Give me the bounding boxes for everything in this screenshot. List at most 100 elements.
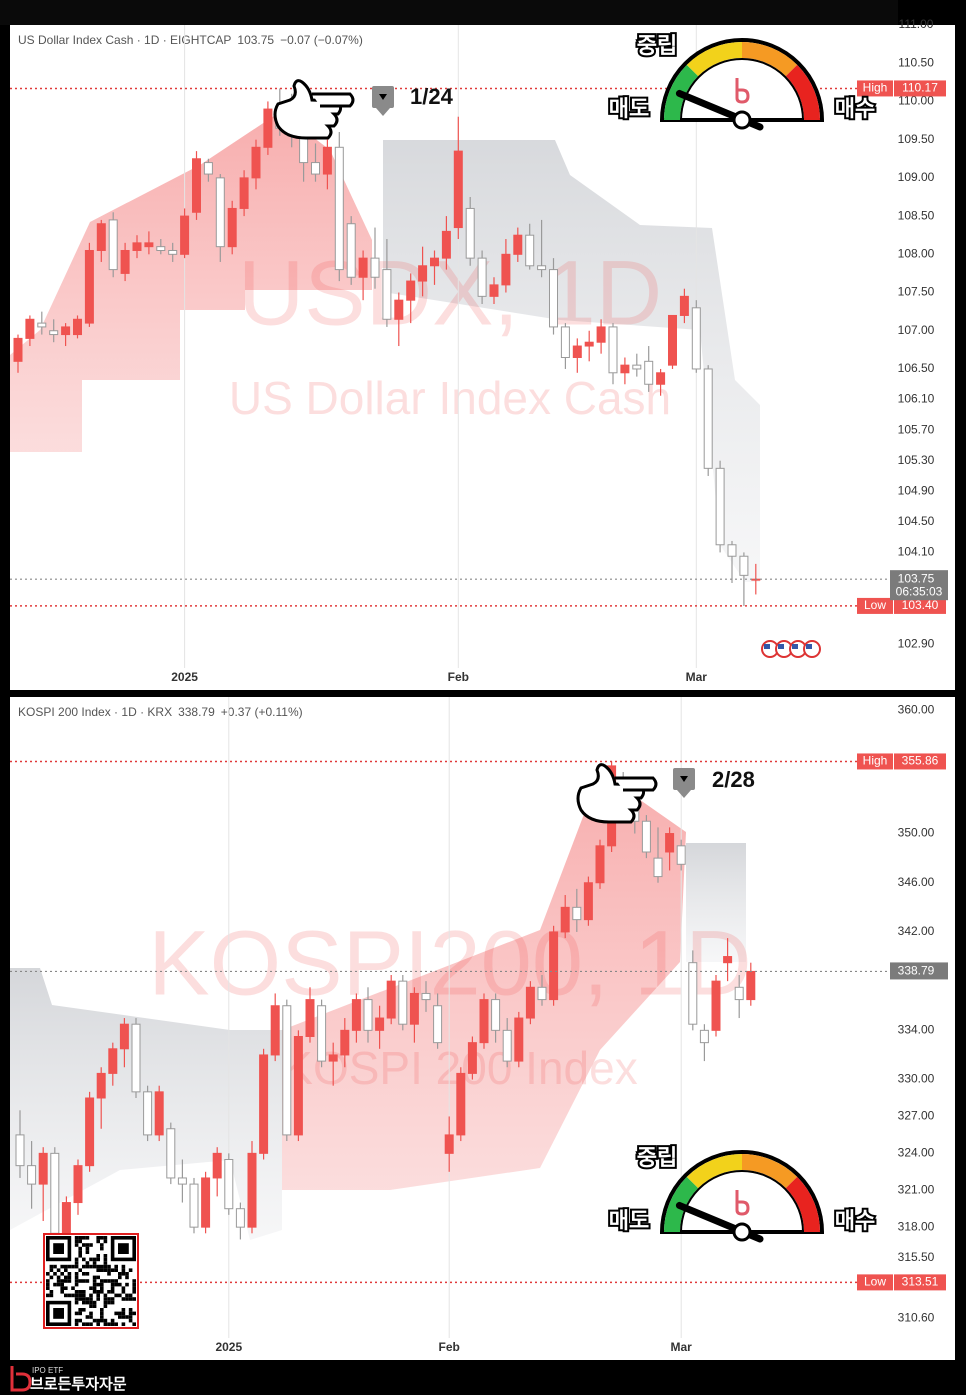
qr-module bbox=[100, 1311, 104, 1316]
qr-module bbox=[74, 1300, 79, 1305]
qr-module bbox=[103, 1293, 108, 1298]
candle-body bbox=[491, 999, 501, 1031]
qr-module bbox=[132, 1286, 136, 1290]
candle-body bbox=[572, 906, 582, 921]
qr-module bbox=[103, 1304, 108, 1308]
candle-body bbox=[398, 980, 408, 1025]
qr-module bbox=[85, 1279, 90, 1283]
qr-module bbox=[107, 1297, 111, 1301]
candle-body bbox=[144, 242, 154, 248]
watermark: US Dollar Index Cash bbox=[229, 372, 671, 424]
qr-module bbox=[67, 1264, 72, 1269]
candle-body bbox=[25, 318, 35, 339]
qr-module bbox=[74, 1279, 79, 1283]
qr-module bbox=[74, 1311, 79, 1316]
qr-module bbox=[89, 1304, 93, 1308]
candle-body bbox=[477, 257, 487, 297]
qr-module bbox=[78, 1250, 82, 1254]
qr-module bbox=[103, 1261, 108, 1265]
qr-module bbox=[100, 1286, 104, 1290]
chart-title: US Dollar Index Cash · 1D · EIGHTCAP bbox=[18, 33, 231, 47]
qr-module bbox=[132, 1282, 136, 1287]
qr-module bbox=[114, 1311, 118, 1316]
qr-module bbox=[60, 1279, 64, 1283]
qr-module bbox=[107, 1272, 111, 1276]
gauge-neutral-label: 중립 bbox=[637, 1145, 677, 1170]
gauge-buy-label: 매수 bbox=[835, 1208, 875, 1233]
qr-module bbox=[89, 1243, 93, 1247]
y-tick-label: 330.00 bbox=[898, 1072, 935, 1086]
qr-module bbox=[82, 1264, 86, 1269]
candle-body bbox=[653, 857, 663, 878]
candle-body bbox=[514, 1017, 524, 1062]
candle-body bbox=[382, 269, 392, 320]
level-name: High bbox=[863, 754, 888, 768]
qr-module bbox=[74, 1261, 79, 1265]
candle-body bbox=[632, 364, 642, 370]
qr-module bbox=[71, 1293, 75, 1298]
indicator-band bbox=[10, 112, 372, 452]
qr-module bbox=[100, 1268, 104, 1272]
qr-module bbox=[74, 1318, 79, 1323]
x-tick-label: 2025 bbox=[171, 670, 198, 684]
qr-module bbox=[64, 1279, 68, 1283]
y-tick-label: 111.00 bbox=[899, 17, 934, 31]
level-name-box bbox=[857, 597, 893, 614]
qr-module bbox=[82, 1290, 86, 1294]
candle-body bbox=[715, 467, 725, 546]
candle-body bbox=[239, 177, 249, 209]
qr-module bbox=[53, 1282, 57, 1287]
flag-canton bbox=[764, 644, 770, 649]
qr-module bbox=[89, 1315, 93, 1319]
qr-module bbox=[78, 1311, 82, 1316]
qr-module bbox=[118, 1293, 122, 1298]
qr-module bbox=[74, 1243, 79, 1247]
qr-module bbox=[107, 1300, 111, 1305]
qr-module bbox=[118, 1282, 122, 1287]
pointing-hand-icon bbox=[273, 79, 355, 140]
candle-body bbox=[61, 326, 71, 336]
qr-module bbox=[100, 1290, 104, 1294]
candle-body bbox=[49, 330, 59, 336]
qr-module bbox=[118, 1272, 122, 1276]
qr-module bbox=[103, 1300, 108, 1305]
qr-module bbox=[74, 1275, 79, 1280]
candle-body bbox=[37, 322, 47, 328]
qr-module bbox=[82, 1257, 86, 1262]
countdown: 06:35:03 bbox=[896, 584, 943, 598]
y-tick-label: 105.30 bbox=[898, 453, 935, 467]
qr-module bbox=[125, 1315, 129, 1319]
qr-module bbox=[132, 1322, 136, 1326]
y-tick-label: 108.00 bbox=[898, 246, 935, 260]
qr-module bbox=[118, 1275, 122, 1280]
level-value-box bbox=[894, 1274, 946, 1291]
qr-module bbox=[78, 1268, 82, 1272]
qr-module bbox=[128, 1315, 133, 1319]
candle-body bbox=[13, 337, 23, 362]
qr-module bbox=[132, 1311, 136, 1316]
qr-module bbox=[89, 1286, 93, 1290]
qr-module bbox=[110, 1318, 115, 1323]
qr-module bbox=[114, 1322, 118, 1326]
level-name-box bbox=[857, 753, 893, 770]
candle-body bbox=[665, 833, 675, 853]
qr-module bbox=[128, 1293, 133, 1298]
candle-body bbox=[537, 986, 547, 1001]
qr-module bbox=[92, 1286, 97, 1290]
qr-module bbox=[71, 1286, 75, 1290]
candle-body bbox=[311, 162, 320, 175]
candle-body bbox=[293, 1035, 303, 1136]
candle-body bbox=[644, 360, 654, 385]
chart-header: KOSPI 200 Index · 1D · KRX 338.79 +0.37 (+… bbox=[18, 705, 303, 719]
qr-module bbox=[121, 1264, 126, 1269]
qr-module bbox=[132, 1279, 136, 1283]
qr-module bbox=[89, 1297, 93, 1301]
qr-module bbox=[107, 1268, 111, 1272]
last-price-box bbox=[890, 570, 948, 601]
qr-module bbox=[46, 1293, 50, 1298]
qr-module bbox=[92, 1257, 97, 1262]
candle-body bbox=[699, 1029, 709, 1044]
qr-module bbox=[121, 1286, 126, 1290]
qr-module bbox=[100, 1315, 104, 1319]
qr-module bbox=[96, 1268, 100, 1272]
